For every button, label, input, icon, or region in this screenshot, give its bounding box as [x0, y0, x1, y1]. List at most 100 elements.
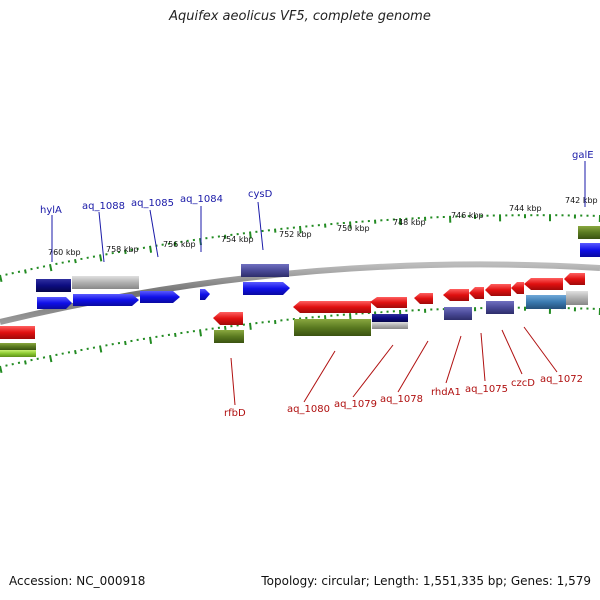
gene-aq_1084[interactable] [200, 289, 210, 300]
leader-line [257, 201, 264, 251]
leader-line [445, 335, 462, 384]
gene-galE[interactable] [580, 243, 600, 257]
minor-tick [224, 325, 227, 331]
gene-label-aq_1085[interactable]: aq_1085 [131, 198, 174, 209]
tick-label: 750 kbp [337, 224, 370, 233]
reverse-genes [0, 273, 585, 339]
gene-label-hylA[interactable]: hylA [40, 205, 62, 216]
gene-right-edge[interactable] [564, 273, 585, 285]
gene-hylA[interactable] [37, 297, 72, 309]
annotation-box [241, 264, 289, 277]
accession-text: Accession: NC_000918 [9, 574, 146, 588]
major-tick [99, 254, 103, 262]
leader-line [397, 340, 429, 393]
leader-line [501, 329, 523, 375]
gene-aq_1072[interactable] [524, 278, 563, 290]
tick-label: 754 kbp [221, 235, 254, 244]
gene-aq_1073[interactable] [511, 282, 524, 294]
minor-tick [124, 340, 127, 346]
annotation-box [526, 295, 566, 309]
gene-label-rhdA1[interactable]: rhdA1 [431, 387, 461, 398]
gene-aq_1078[interactable] [414, 293, 433, 304]
leader-line [98, 211, 105, 263]
annotation-box [566, 291, 588, 305]
annotation-box [372, 322, 408, 329]
tick-label: 748 kbp [393, 218, 426, 227]
annotation-box [294, 319, 371, 336]
major-tick [199, 329, 202, 337]
annotation-box [72, 276, 139, 289]
annotation-box [36, 279, 71, 292]
annotation-box [578, 226, 600, 239]
gene-label-cysD[interactable]: cysD [248, 189, 273, 200]
annotation-box [0, 350, 36, 357]
gene-aq_1080[interactable] [293, 301, 371, 313]
major-tick [149, 245, 153, 253]
topology-text: Topology: circular; Length: 1,551,335 bp… [261, 574, 591, 588]
tick-label: 742 kbp [565, 196, 598, 205]
major-tick [0, 274, 3, 283]
page-title: Aquifex aeolicus VF5, complete genome [169, 9, 431, 24]
gene-label-aq_1088[interactable]: aq_1088 [82, 201, 125, 212]
tick-label: 746 kbp [451, 211, 484, 220]
gene-label-aq_1079[interactable]: aq_1079 [334, 399, 377, 410]
bottom-gene-labels: rfbD aq_1080 aq_1079 aq_1078 rhdA1 aq_10… [224, 326, 583, 419]
annotation-box [486, 301, 514, 314]
minor-tick [174, 241, 177, 246]
annotation-box [444, 307, 472, 320]
gene-label-aq_1078[interactable]: aq_1078 [380, 394, 423, 405]
gene-cysD[interactable] [243, 282, 290, 295]
tick-label: 744 kbp [509, 204, 542, 213]
gene-label-aq_1072[interactable]: aq_1072 [540, 374, 583, 385]
gene-label-rfbD[interactable]: rfbD [224, 408, 246, 419]
minor-tick [24, 360, 27, 365]
gene-aq_1088[interactable] [73, 294, 139, 306]
minor-tick [124, 249, 127, 255]
leader-line [480, 332, 486, 382]
gene-left-edge[interactable] [0, 326, 35, 339]
major-tick [99, 345, 103, 353]
major-tick [249, 322, 252, 330]
gene-aq_1085[interactable] [140, 291, 180, 303]
leader-line [303, 350, 336, 403]
gene-label-aq_1075[interactable]: aq_1075 [465, 384, 508, 395]
tick-labels: 742 kbp 744 kbp 746 kbp 748 kbp 750 kbp 752 k… [48, 196, 598, 257]
annotation-box [372, 314, 408, 322]
major-tick [0, 365, 3, 374]
gene-rfbD[interactable] [213, 312, 243, 325]
major-tick [49, 355, 53, 363]
outer-annotation-boxes [36, 226, 600, 292]
minor-tick [74, 349, 77, 355]
major-tick [349, 221, 352, 229]
gene-label-czcD[interactable]: czcD [511, 378, 535, 389]
major-tick [249, 231, 252, 239]
annotation-box [214, 330, 244, 343]
inner-annotation-boxes [0, 291, 588, 357]
gene-czcD[interactable] [485, 284, 511, 296]
forward-genes [37, 243, 600, 309]
gene-label-aq_1084[interactable]: aq_1084 [180, 194, 223, 205]
gene-aq_1079[interactable] [370, 297, 407, 308]
leader-line [149, 209, 159, 258]
major-tick [299, 225, 302, 234]
minor-tick [74, 258, 77, 264]
tick-label: 760 kbp [48, 248, 81, 257]
leader-line [230, 357, 236, 406]
outer-tick-ruler [0, 214, 600, 283]
annotation-box [0, 343, 36, 350]
gene-label-aq_1080[interactable]: aq_1080 [287, 404, 330, 415]
major-tick [49, 264, 53, 272]
leader-line [523, 326, 558, 373]
major-tick [149, 336, 153, 344]
gene-rhdA1[interactable] [443, 289, 469, 301]
gene-aq_1075[interactable] [469, 287, 484, 299]
top-gene-labels: hylA aq_1088 aq_1085 aq_1084 cysD galE [40, 150, 594, 263]
gene-label-galE[interactable]: galE [572, 150, 594, 161]
minor-tick [224, 234, 227, 239]
tick-label: 758 kbp [106, 245, 139, 254]
tick-label: 752 kbp [279, 230, 312, 239]
tick-label: 756 kbp [163, 240, 196, 249]
leader-line [352, 344, 394, 398]
inner-tick-ruler [0, 306, 600, 374]
